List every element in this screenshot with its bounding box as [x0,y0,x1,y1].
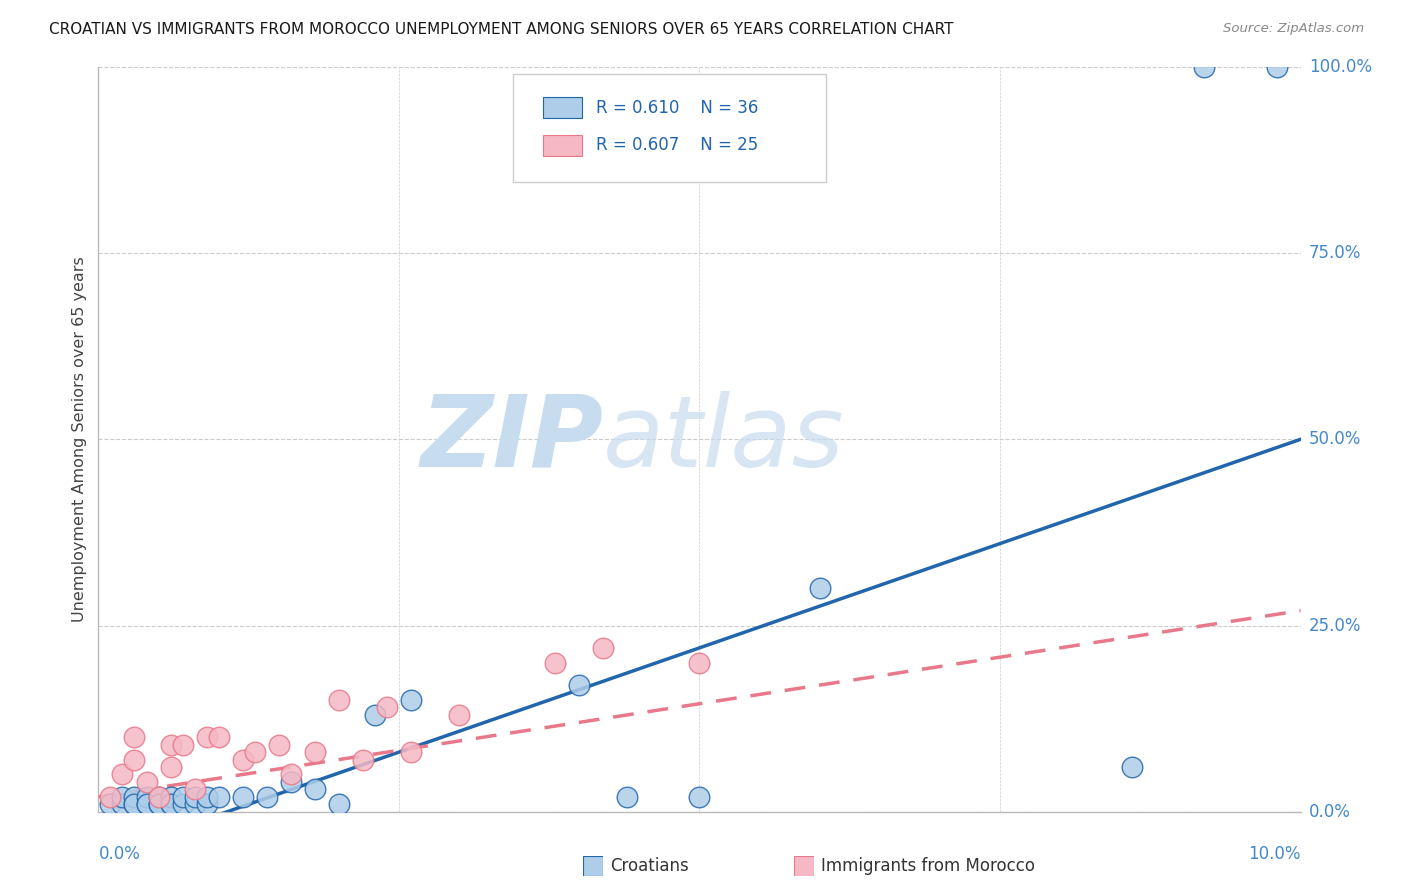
Text: 75.0%: 75.0% [1309,244,1361,262]
Point [256,789,278,804]
Point [124,797,146,812]
Point [568,678,591,692]
Y-axis label: Unemployment Among Seniors over 65 years: Unemployment Among Seniors over 65 years [72,256,87,623]
Text: ZIP: ZIP [420,391,603,488]
Point [172,797,194,812]
Point [148,797,170,812]
Text: atlas: atlas [603,391,845,488]
Point [688,789,710,804]
Point [124,797,146,812]
FancyBboxPatch shape [513,74,825,182]
Point [111,789,134,804]
Point [208,789,231,804]
Point [135,797,157,812]
Point [232,753,254,767]
Point [100,797,122,812]
Point [352,753,374,767]
Point [100,789,122,804]
Bar [543,135,582,155]
Text: 25.0%: 25.0% [1309,616,1361,634]
Text: Croatians: Croatians [610,857,689,875]
Point [195,797,218,812]
Text: R = 0.610    N = 36: R = 0.610 N = 36 [596,99,758,117]
Point [243,745,266,759]
Text: 0.0%: 0.0% [1309,803,1351,821]
Point [375,700,398,714]
Text: CROATIAN VS IMMIGRANTS FROM MOROCCO UNEMPLOYMENT AMONG SENIORS OVER 65 YEARS COR: CROATIAN VS IMMIGRANTS FROM MOROCCO UNEM… [49,22,953,37]
Point [124,789,146,804]
Text: 0.0%: 0.0% [98,846,141,863]
Point [1265,60,1288,74]
Point [159,760,181,774]
Point [328,693,350,707]
Text: 10.0%: 10.0% [1249,846,1301,863]
Point [195,789,218,804]
Point [124,730,146,744]
Point [148,789,170,804]
Text: Immigrants from Morocco: Immigrants from Morocco [821,857,1035,875]
Point [148,797,170,812]
Point [135,797,157,812]
Point [183,782,205,797]
Point [1121,760,1143,774]
Point [195,730,218,744]
Point [232,789,254,804]
Text: Source: ZipAtlas.com: Source: ZipAtlas.com [1223,22,1364,36]
Point [447,707,470,722]
Point [111,797,134,812]
Point [208,730,231,744]
Point [111,767,134,781]
Point [616,789,638,804]
Point [159,797,181,812]
Point [135,775,157,789]
Point [304,782,326,797]
Point [280,775,302,789]
Point [304,745,326,759]
Point [159,789,181,804]
Point [135,789,157,804]
Text: 100.0%: 100.0% [1309,58,1372,76]
Point [267,738,290,752]
Point [124,753,146,767]
Point [688,656,710,670]
Point [183,797,205,812]
Point [1194,60,1216,74]
Point [148,789,170,804]
Point [159,738,181,752]
Point [399,693,422,707]
Bar [543,97,582,119]
Text: R = 0.607    N = 25: R = 0.607 N = 25 [596,136,758,154]
Point [364,707,387,722]
Point [172,738,194,752]
Point [328,797,350,812]
Point [544,656,567,670]
Point [280,767,302,781]
Point [808,582,831,596]
Text: 50.0%: 50.0% [1309,430,1361,449]
Point [592,640,614,655]
Point [172,789,194,804]
Point [159,797,181,812]
Point [183,789,205,804]
Point [399,745,422,759]
